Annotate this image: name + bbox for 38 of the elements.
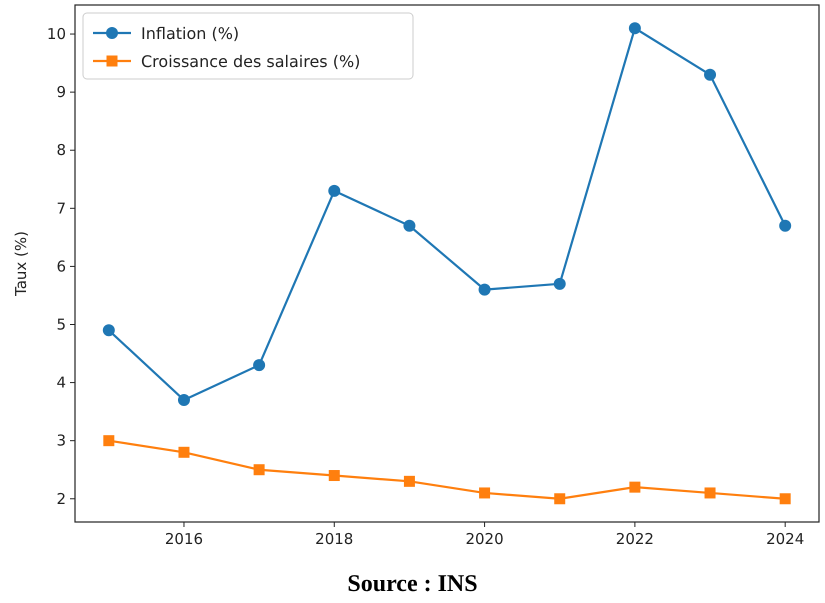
- x-tick-label: 2018: [315, 530, 354, 548]
- point: [102, 324, 115, 336]
- y-tick-label: 9: [56, 83, 66, 102]
- point: [328, 184, 340, 197]
- point: [628, 22, 641, 34]
- legend-label: Inflation (%): [141, 24, 240, 43]
- y-tick-label: 2: [56, 490, 66, 508]
- point: [479, 487, 490, 498]
- legend-label: Croissance des salaires (%): [141, 52, 360, 71]
- point: [554, 493, 566, 504]
- point: [328, 470, 340, 482]
- y-tick-label: 8: [56, 141, 66, 160]
- point: [404, 476, 415, 487]
- point: [178, 446, 190, 458]
- point: [478, 284, 491, 296]
- point: [779, 220, 792, 232]
- y-tick-label: 3: [56, 432, 66, 450]
- point: [253, 359, 266, 372]
- y-tick-label: 5: [56, 315, 66, 334]
- point: [103, 435, 114, 446]
- y-tick-label: 6: [56, 257, 66, 276]
- point: [554, 278, 566, 290]
- point: [704, 68, 716, 81]
- point: [254, 464, 265, 476]
- point: [178, 394, 190, 406]
- y-axis-title: Taux (%): [12, 231, 30, 297]
- x-tick-label: 2020: [465, 530, 504, 548]
- source-note: Source : INS: [347, 571, 478, 597]
- x-tick-label: 2024: [766, 530, 804, 548]
- point: [629, 482, 640, 493]
- y-tick-label: 10: [46, 25, 66, 44]
- x-tick-label: 2016: [164, 530, 204, 548]
- y-tick-label: 4: [56, 374, 66, 392]
- point: [403, 220, 416, 232]
- y-tick-label: 7: [56, 199, 66, 218]
- point: [704, 487, 716, 498]
- point: [780, 493, 791, 504]
- x-tick-label: 2022: [616, 530, 654, 548]
